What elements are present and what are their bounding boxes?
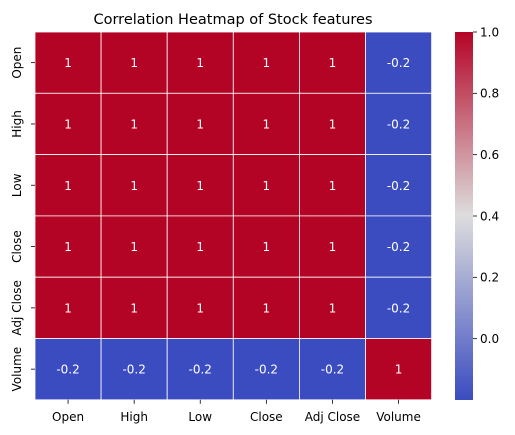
heatmap-cell xyxy=(100,31,168,94)
cell-value-label: 1 xyxy=(64,301,72,315)
cell-value-label: 1 xyxy=(196,179,204,193)
heatmap-cell xyxy=(365,338,432,401)
cell-value-label: 1 xyxy=(329,179,337,193)
cell-value-label: 1 xyxy=(196,56,204,70)
heatmap-cell xyxy=(298,338,366,401)
heatmap-cell xyxy=(365,276,432,339)
heatmap-cell xyxy=(232,154,300,217)
cell-value-label: 1 xyxy=(196,240,204,254)
chart-title: Correlation Heatmap of Stock features xyxy=(93,12,372,28)
colorbar-tick-label: 0.6 xyxy=(480,148,499,162)
cell-value-label: 1 xyxy=(263,240,271,254)
cell-value-label: 1 xyxy=(64,179,72,193)
heatmap-cell xyxy=(34,276,102,339)
heatmap-cell xyxy=(365,215,432,278)
cell-value-label: -0.2 xyxy=(387,179,410,193)
colorbar-tick-label: 0.8 xyxy=(480,87,499,101)
heatmap-cell xyxy=(34,338,102,401)
y-tick-label: Close xyxy=(10,230,24,263)
x-tick-label: High xyxy=(120,410,148,424)
cell-value-label: 1 xyxy=(329,56,337,70)
cell-value-label: -0.2 xyxy=(255,363,278,377)
cell-value-label: 1 xyxy=(329,117,337,131)
cell-value-label: -0.2 xyxy=(56,363,79,377)
x-tick-label: Adj Close xyxy=(305,410,360,424)
y-tick-label: High xyxy=(10,110,24,138)
cell-value-label: 1 xyxy=(130,117,138,131)
colorbar-tick-label: 0.4 xyxy=(480,209,499,223)
x-tick-label: Close xyxy=(250,410,283,424)
heatmap-cell xyxy=(365,154,432,217)
y-axis-ticks: Open High Low Close Adj Close Volume xyxy=(10,47,35,392)
heatmap-cell xyxy=(100,154,168,217)
y-tick-label: Adj Close xyxy=(10,280,24,335)
y-tick-label: Open xyxy=(10,47,24,79)
colorbar-gradient xyxy=(455,32,473,400)
cell-value-label: -0.2 xyxy=(387,240,410,254)
heatmap-cell xyxy=(34,215,102,278)
cell-value-label: 1 xyxy=(64,240,72,254)
cell-value-label: 1 xyxy=(64,56,72,70)
colorbar: 1.0 0.8 0.6 0.4 0.2 0.0 xyxy=(455,25,499,400)
cell-value-label: 1 xyxy=(263,56,271,70)
cell-value-label: 1 xyxy=(263,117,271,131)
heatmap-cell xyxy=(365,92,432,156)
heatmap-cell xyxy=(166,31,234,94)
heatmap-cell xyxy=(166,215,234,278)
heatmap-cell xyxy=(298,31,366,94)
x-axis-ticks: Open High Low Close Adj Close Volume xyxy=(52,399,421,424)
heatmap-cell xyxy=(232,92,300,156)
heatmap-cell xyxy=(34,31,102,94)
heatmap-cell xyxy=(232,276,300,339)
cell-value-label: 1 xyxy=(196,117,204,131)
heatmap-cell xyxy=(34,154,102,217)
cell-value-label: 1 xyxy=(130,179,138,193)
cell-value-label: 1 xyxy=(196,301,204,315)
cell-value-label: -0.2 xyxy=(387,56,410,70)
x-tick-label: Low xyxy=(188,410,212,424)
cell-value-label: 1 xyxy=(329,240,337,254)
cell-value-label: -0.2 xyxy=(387,301,410,315)
heatmap-cells: 1 1 1 1 1 -0.2 1 1 1 1 1 -0.2 1 1 1 1 1 -0.2 1 1 1 1 1 -0.2 1 1 1 1… xyxy=(34,31,432,401)
cell-value-label: 1 xyxy=(130,301,138,315)
heatmap-cell xyxy=(100,215,168,278)
heatmap-cell xyxy=(232,31,300,94)
cell-value-label: -0.2 xyxy=(122,363,145,377)
y-tick-label: Volume xyxy=(10,347,24,392)
cell-value-label: 1 xyxy=(263,301,271,315)
cell-value-label: -0.2 xyxy=(321,363,344,377)
x-tick-label: Volume xyxy=(376,410,421,424)
cell-value-label: 1 xyxy=(329,301,337,315)
heatmap-cell xyxy=(298,276,366,339)
cell-value-label: 1 xyxy=(395,363,403,377)
cell-value-label: -0.2 xyxy=(387,117,410,131)
heatmap-cell xyxy=(365,31,432,94)
y-tick-label: Low xyxy=(10,173,24,197)
colorbar-tick-label: 0.2 xyxy=(480,271,499,285)
cell-value-label: 1 xyxy=(64,117,72,131)
cell-value-label: 1 xyxy=(263,179,271,193)
colorbar-tick-label: 1.0 xyxy=(480,25,499,39)
heatmap-cell xyxy=(298,215,366,278)
cell-value-label: 1 xyxy=(130,56,138,70)
heatmap-cell xyxy=(232,215,300,278)
cell-value-label: 1 xyxy=(130,240,138,254)
cell-value-label: -0.2 xyxy=(189,363,212,377)
x-tick-label: Open xyxy=(52,410,84,424)
heatmap-cell xyxy=(298,154,366,217)
heatmap-cell xyxy=(100,92,168,156)
heatmap-cell xyxy=(166,276,234,339)
colorbar-tick-label: 0.0 xyxy=(480,332,499,346)
